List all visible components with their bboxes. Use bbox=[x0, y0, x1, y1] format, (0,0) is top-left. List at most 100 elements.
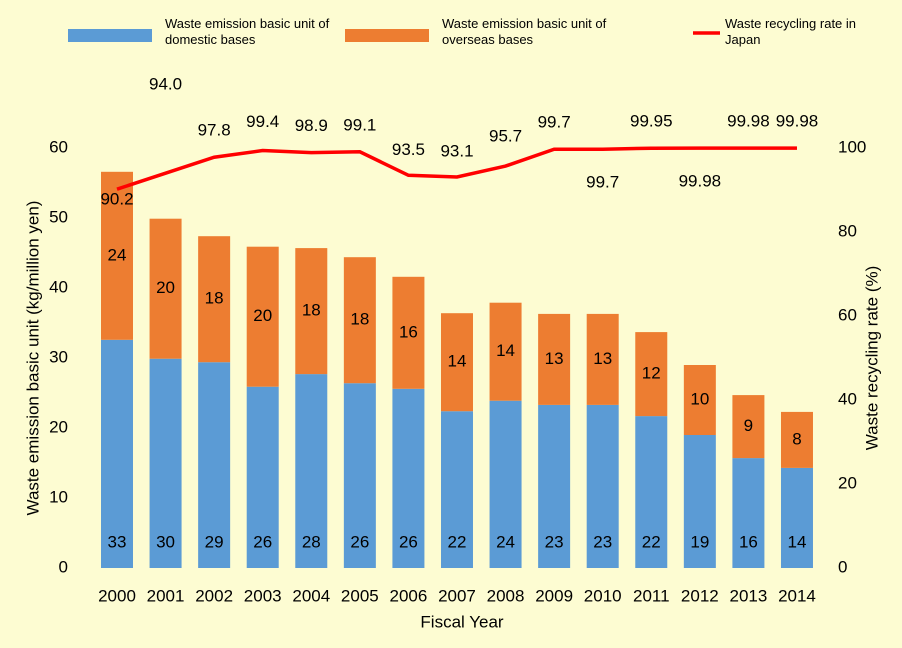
data-label: 13 bbox=[545, 349, 564, 368]
data-label: 23 bbox=[545, 532, 564, 551]
data-label: 20 bbox=[253, 306, 272, 325]
data-label: 12 bbox=[642, 364, 661, 383]
y2-tick-label: 60 bbox=[838, 305, 857, 324]
bar-segment bbox=[635, 332, 668, 417]
bar-segment bbox=[149, 218, 182, 359]
data-label: 33 bbox=[108, 532, 127, 551]
data-label: 14 bbox=[448, 352, 467, 371]
data-label: 18 bbox=[302, 301, 321, 320]
data-label: 26 bbox=[350, 532, 369, 551]
bar-segment bbox=[101, 171, 133, 340]
bar-segment bbox=[586, 404, 619, 568]
x-tick-label: 2014 bbox=[778, 586, 816, 605]
line-data-label: 90.2 bbox=[100, 190, 133, 209]
bar-segment bbox=[538, 313, 571, 405]
bar-segment bbox=[780, 467, 813, 568]
data-label: 26 bbox=[399, 532, 418, 551]
data-label: 29 bbox=[205, 532, 224, 551]
bar-segment bbox=[198, 362, 231, 568]
legend-swatch bbox=[345, 29, 429, 42]
bar-segment bbox=[440, 313, 473, 412]
y-tick-label: 30 bbox=[49, 347, 68, 366]
line-data-label: 93.5 bbox=[392, 140, 425, 159]
data-label: 24 bbox=[108, 245, 127, 264]
line-data-label: 99.95 bbox=[630, 112, 673, 131]
data-label: 22 bbox=[448, 532, 467, 551]
x-tick-label: 2001 bbox=[147, 586, 185, 605]
legend-swatch bbox=[68, 29, 152, 42]
y-tick-label: 10 bbox=[49, 487, 68, 506]
line-data-label: 99.1 bbox=[343, 115, 376, 134]
x-tick-label: 2000 bbox=[98, 586, 136, 605]
bar-segment bbox=[343, 383, 376, 568]
legend-label: Waste emission basic unit of domestic ba… bbox=[165, 16, 330, 47]
bar-segment bbox=[489, 302, 522, 401]
y-tick-label: 40 bbox=[49, 277, 68, 296]
bar-segment bbox=[732, 395, 765, 459]
y-tick-label: 50 bbox=[49, 207, 68, 226]
bar-segment bbox=[246, 246, 279, 387]
y2-tick-label: 20 bbox=[838, 473, 857, 492]
data-label: 13 bbox=[593, 349, 612, 368]
y2-tick-label: 0 bbox=[838, 557, 847, 576]
line-data-label: 93.1 bbox=[440, 141, 473, 160]
data-label: 23 bbox=[593, 532, 612, 551]
legend-label: Waste recycling rate in Japan bbox=[725, 16, 857, 47]
x-tick-label: 2009 bbox=[535, 586, 573, 605]
bar-segment bbox=[295, 374, 328, 568]
bar-segment bbox=[149, 358, 182, 568]
bar-segment bbox=[101, 339, 133, 568]
data-label: 28 bbox=[302, 532, 321, 551]
x-tick-label: 2012 bbox=[681, 586, 719, 605]
bar-segment bbox=[780, 411, 813, 468]
bar-segment bbox=[683, 365, 716, 435]
y2-tick-label: 40 bbox=[838, 389, 857, 408]
data-label: 22 bbox=[642, 532, 661, 551]
y2-axis-title: Waste recycling rate (%) bbox=[862, 266, 881, 451]
bar-segment bbox=[683, 435, 716, 568]
y-tick-label: 60 bbox=[49, 137, 68, 156]
data-label: 18 bbox=[350, 310, 369, 329]
data-label: 30 bbox=[156, 532, 175, 551]
legend-label: Waste emission basic unit of overseas ba… bbox=[442, 16, 607, 47]
line-data-label: 98.9 bbox=[295, 116, 328, 135]
x-tick-label: 2008 bbox=[487, 586, 525, 605]
line-data-label: 97.8 bbox=[198, 121, 231, 140]
data-label: 14 bbox=[788, 532, 807, 551]
bar-segment bbox=[392, 276, 425, 389]
line-data-label: 99.98 bbox=[776, 112, 819, 131]
bar-segment bbox=[440, 411, 473, 568]
bar-segment bbox=[392, 388, 425, 568]
data-label: 9 bbox=[744, 416, 753, 435]
line-data-label: 99.4 bbox=[246, 112, 279, 131]
x-tick-label: 2005 bbox=[341, 586, 379, 605]
bar-segment bbox=[489, 400, 522, 568]
line-data-label: 94.0 bbox=[149, 75, 182, 94]
x-tick-label: 2002 bbox=[195, 586, 233, 605]
data-label: 10 bbox=[690, 389, 709, 408]
x-tick-label: 2006 bbox=[390, 586, 428, 605]
bar-segment bbox=[635, 416, 668, 568]
data-label: 26 bbox=[253, 532, 272, 551]
y2-tick-label: 80 bbox=[838, 221, 857, 240]
bar-segment bbox=[246, 386, 279, 568]
bar-segment bbox=[538, 404, 571, 568]
y-tick-label: 20 bbox=[49, 417, 68, 436]
line-data-label: 95.7 bbox=[489, 127, 522, 146]
x-tick-label: 2004 bbox=[292, 586, 330, 605]
line-data-label: 99.98 bbox=[679, 172, 722, 191]
line bbox=[116, 146, 797, 191]
data-label: 18 bbox=[205, 289, 224, 308]
y2-tick-label: 100 bbox=[838, 137, 866, 156]
x-axis-title: Fiscal Year bbox=[420, 612, 503, 631]
bar-segment bbox=[732, 458, 765, 568]
data-label: 16 bbox=[399, 322, 418, 341]
line-data-label: 99.7 bbox=[586, 173, 619, 192]
bar-segment bbox=[343, 257, 376, 384]
data-label: 16 bbox=[739, 532, 758, 551]
x-tick-label: 2007 bbox=[438, 586, 476, 605]
x-tick-label: 2003 bbox=[244, 586, 282, 605]
data-label: 8 bbox=[792, 429, 801, 448]
